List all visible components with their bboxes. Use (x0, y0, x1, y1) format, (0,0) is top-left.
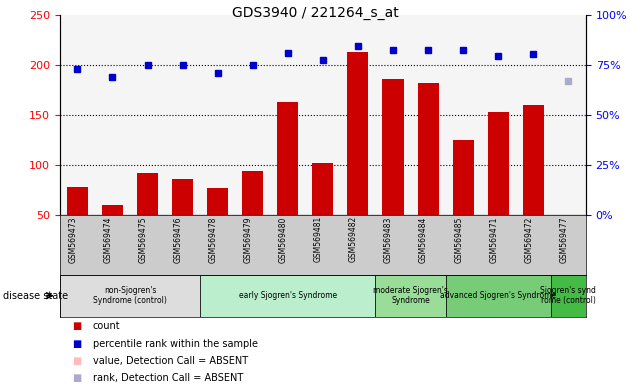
Text: GSM569481: GSM569481 (314, 216, 323, 263)
Text: GSM569480: GSM569480 (279, 216, 288, 263)
Text: GSM569475: GSM569475 (139, 216, 147, 263)
Bar (207, 188, 228, 215)
Bar (382, 79, 404, 215)
Bar (312, 163, 333, 215)
Bar (375, 275, 445, 317)
Text: value, Detection Call = ABSENT: value, Detection Call = ABSENT (93, 356, 248, 366)
Bar (242, 171, 263, 215)
Text: GSM569474: GSM569474 (103, 216, 112, 263)
Text: GSM569482: GSM569482 (349, 216, 358, 263)
Text: count: count (93, 321, 120, 331)
Bar (551, 275, 586, 317)
Text: disease state: disease state (3, 291, 68, 301)
Text: GSM569485: GSM569485 (454, 216, 463, 263)
Text: percentile rank within the sample: percentile rank within the sample (93, 339, 258, 349)
Text: GSM569484: GSM569484 (419, 216, 428, 263)
Bar (277, 102, 299, 215)
Text: GSM569476: GSM569476 (174, 216, 183, 263)
Text: ■: ■ (72, 339, 82, 349)
Text: ■: ■ (72, 373, 82, 383)
Bar (67, 187, 88, 215)
Text: GSM569472: GSM569472 (524, 216, 533, 263)
Bar (200, 275, 375, 317)
Text: rank, Detection Call = ABSENT: rank, Detection Call = ABSENT (93, 373, 243, 383)
Bar (347, 52, 369, 215)
Bar (418, 83, 438, 215)
Bar (452, 140, 474, 215)
Bar (137, 173, 158, 215)
Text: GSM569478: GSM569478 (209, 216, 217, 263)
Bar (60, 275, 200, 317)
Text: GSM569479: GSM569479 (244, 216, 253, 263)
Text: GSM569483: GSM569483 (384, 216, 393, 263)
Text: non-Sjogren's
Syndrome (control): non-Sjogren's Syndrome (control) (93, 286, 167, 305)
Bar (488, 112, 509, 215)
Text: GDS3940 / 221264_s_at: GDS3940 / 221264_s_at (232, 6, 398, 20)
Text: GSM569473: GSM569473 (69, 216, 77, 263)
Bar (445, 275, 551, 317)
Text: advanced Sjogren's Syndrome: advanced Sjogren's Syndrome (440, 291, 556, 300)
Text: moderate Sjogren's
Syndrome: moderate Sjogren's Syndrome (373, 286, 448, 305)
Text: GSM569471: GSM569471 (490, 216, 498, 263)
Text: Sjogren's synd
rome (control): Sjogren's synd rome (control) (541, 286, 597, 305)
Text: ■: ■ (72, 321, 82, 331)
Bar (172, 179, 193, 215)
Text: GSM569477: GSM569477 (559, 216, 568, 263)
Text: ■: ■ (72, 356, 82, 366)
Bar (102, 205, 123, 215)
Bar (523, 105, 544, 215)
Text: early Sjogren's Syndrome: early Sjogren's Syndrome (239, 291, 337, 300)
